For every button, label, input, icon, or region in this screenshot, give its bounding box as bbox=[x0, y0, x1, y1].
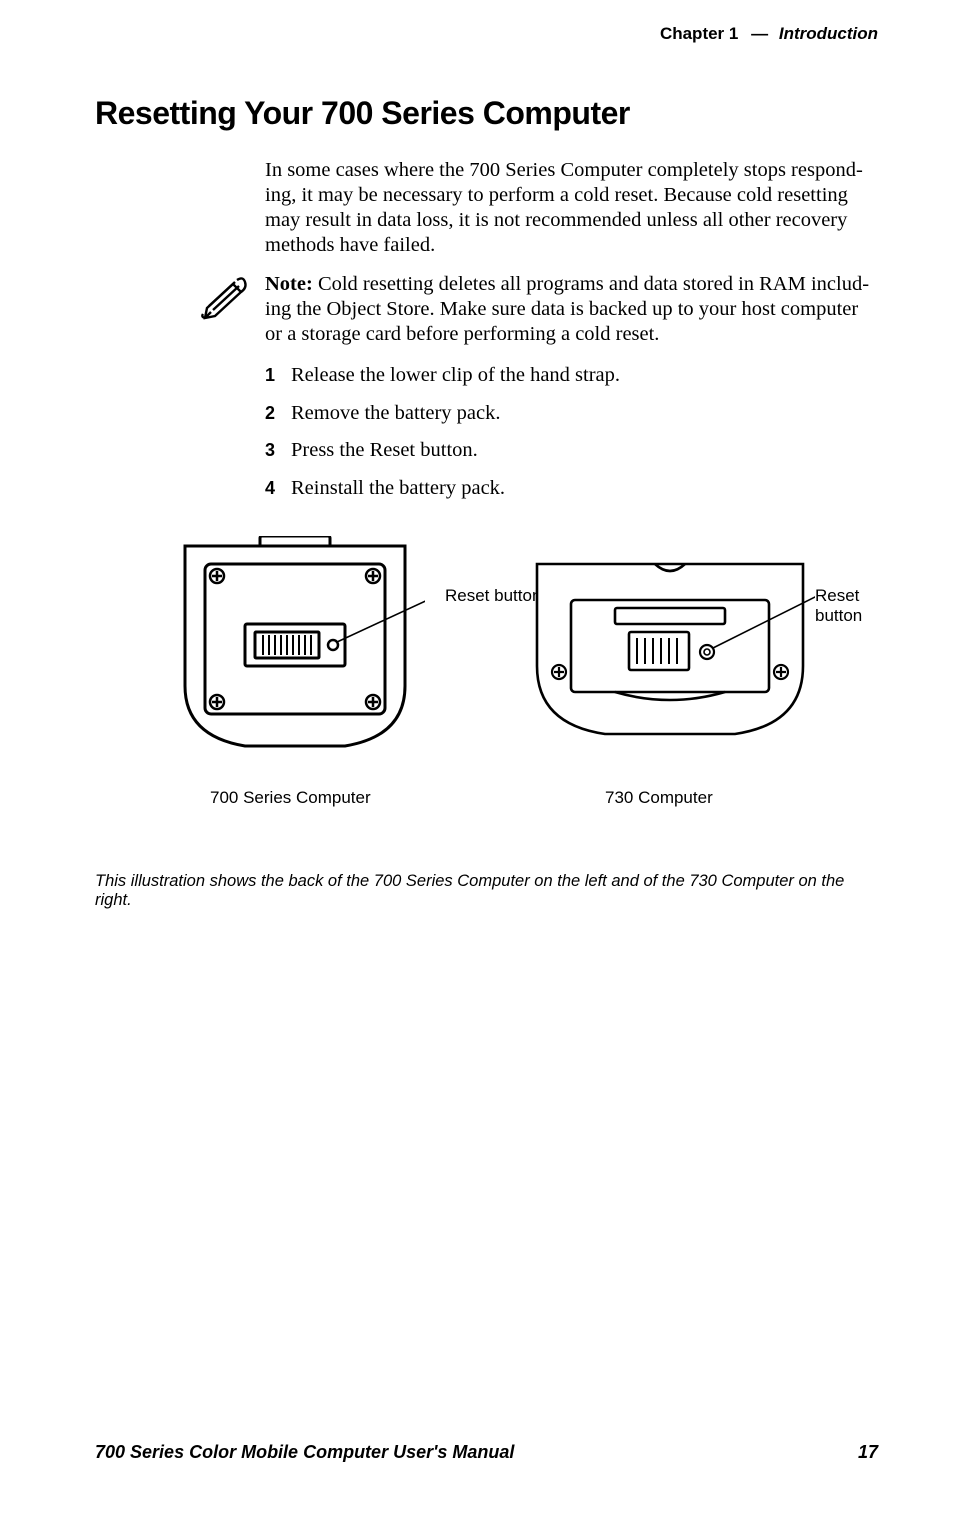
figure-description: This illustration shows the back of the … bbox=[95, 872, 878, 910]
chapter-number: 1 bbox=[729, 24, 738, 43]
header-dash: — bbox=[751, 24, 768, 43]
page-footer: 700 Series Color Mobile Computer User's … bbox=[95, 1442, 878, 1463]
caption-730: 730 Computer bbox=[605, 788, 713, 808]
note-text: Note: Cold resetting deletes all program… bbox=[265, 272, 878, 347]
note-body: Cold resetting deletes all programs and … bbox=[265, 273, 869, 345]
step-text: Press the Reset button. bbox=[291, 438, 478, 464]
step-text: Reinstall the battery pack. bbox=[291, 476, 505, 502]
page-number: 17 bbox=[858, 1442, 878, 1463]
step-item: 4 Reinstall the battery pack. bbox=[265, 476, 878, 502]
page-title: Resetting Your 700 Series Computer bbox=[95, 95, 878, 132]
caption-700: 700 Series Computer bbox=[210, 788, 371, 808]
chapter-word: Chapter bbox=[660, 24, 724, 43]
note-lead: Note: bbox=[265, 273, 313, 295]
steps-list: 1 Release the lower clip of the hand str… bbox=[265, 363, 878, 502]
callout-reset-right: Reset button bbox=[815, 586, 878, 626]
step-number: 4 bbox=[265, 476, 281, 502]
step-text: Release the lower clip of the hand strap… bbox=[291, 363, 620, 389]
step-item: 2 Remove the battery pack. bbox=[265, 401, 878, 427]
note-icon bbox=[199, 274, 251, 320]
note-row: Note: Cold resetting deletes all program… bbox=[199, 272, 878, 347]
running-header: Chapter 1 — Introduction bbox=[660, 24, 878, 44]
step-text: Remove the battery pack. bbox=[291, 401, 500, 427]
chapter-title: Introduction bbox=[779, 24, 878, 43]
intro-block: In some cases where the 700 Series Compu… bbox=[265, 158, 878, 258]
step-item: 1 Release the lower clip of the hand str… bbox=[265, 363, 878, 389]
device-700-illustration bbox=[165, 536, 425, 756]
step-number: 1 bbox=[265, 363, 281, 389]
figure-area: Reset button bbox=[95, 536, 878, 836]
step-item: 3 Press the Reset button. bbox=[265, 438, 878, 464]
step-number: 2 bbox=[265, 401, 281, 427]
intro-paragraph: In some cases where the 700 Series Compu… bbox=[265, 158, 878, 258]
manual-title: 700 Series Color Mobile Computer User's … bbox=[95, 1442, 514, 1463]
step-number: 3 bbox=[265, 438, 281, 464]
device-730-illustration bbox=[525, 556, 815, 746]
